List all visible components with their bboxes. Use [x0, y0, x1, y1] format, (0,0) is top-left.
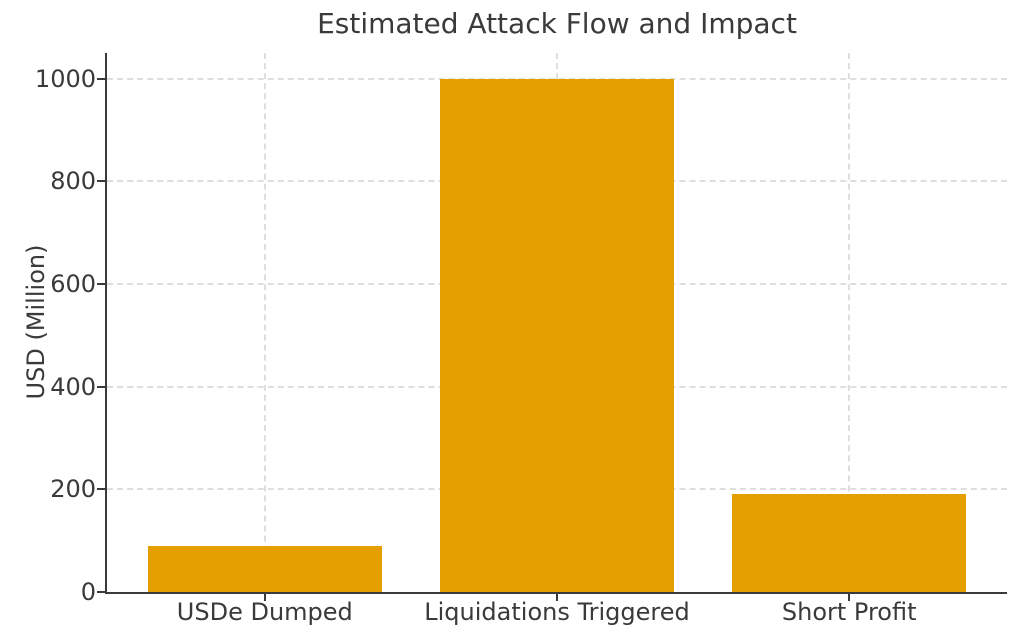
y-tick-label: 400	[50, 372, 96, 401]
y-tick-mark	[97, 385, 105, 388]
y-tick-mark	[97, 180, 105, 183]
y-tick-label: 1000	[34, 64, 96, 93]
y-tick-label: 200	[50, 475, 96, 504]
y-tick-mark	[97, 283, 105, 285]
x-tick-mark	[556, 594, 558, 601]
x-tick-mark	[848, 594, 851, 601]
y-tick-mark	[97, 488, 105, 491]
y-tick-label: 0	[80, 578, 96, 606]
x-tick-label: USDe Dumped	[176, 598, 353, 626]
x-tick-label: Short Profit	[781, 598, 917, 626]
y-tick-label: 600	[50, 270, 96, 298]
y-tick-label: 800	[50, 167, 96, 196]
bar-usde-dumped	[147, 545, 382, 592]
x-tick-mark	[263, 594, 266, 601]
bar-short-profit	[732, 494, 967, 592]
x-axis-spine	[105, 592, 1007, 594]
y-axis-spine	[105, 53, 107, 594]
y-tick-mark	[97, 591, 105, 593]
y-tick-mark	[97, 77, 105, 80]
x-gridline	[263, 53, 266, 592]
bar-liquidations-triggered	[440, 78, 674, 592]
chart-title: Estimated Attack Flow and Impact	[317, 7, 797, 40]
x-gridline	[848, 53, 851, 592]
x-tick-label: Liquidations Triggered	[424, 598, 690, 626]
